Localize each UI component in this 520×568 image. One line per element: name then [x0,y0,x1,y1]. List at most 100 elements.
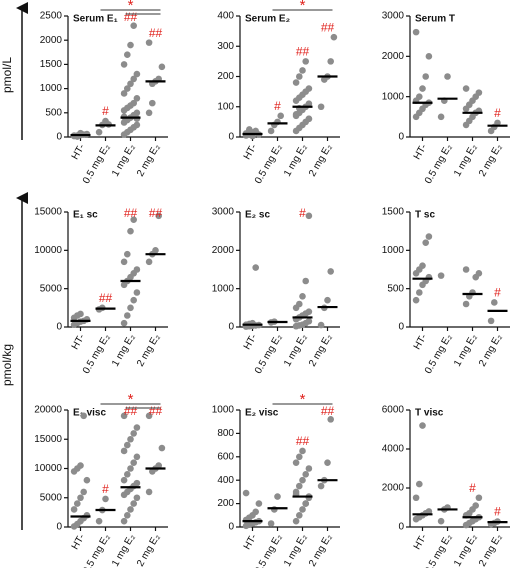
y-tick-label: 0 [228,132,234,143]
data-point [462,85,470,92]
data-point [324,296,331,304]
significance-mark: # [102,482,109,496]
data-point [124,441,131,449]
x-tick-label: HT- [70,142,88,161]
x-tick-label: 1 mg E₂ [110,332,137,368]
data-point [130,99,137,107]
data-point [145,39,153,46]
y-unit-label: pmol/kg [0,344,14,386]
y-tick-label: 3000 [382,11,405,22]
significance-mark: # [299,206,306,220]
data-point [252,508,259,516]
x-tick-label: 1 mg E₂ [282,532,309,568]
panel-title: Serum T [415,14,455,25]
data-point [416,480,423,488]
data-point [327,268,335,275]
bracket-label: * [300,0,306,14]
data-point [302,58,310,65]
data-point [130,430,137,437]
data-point [330,33,338,41]
data-point [472,502,480,509]
y-tick-label: 500 [387,283,404,294]
data-point [133,109,141,117]
data-point [77,310,84,318]
data-point [305,100,313,108]
data-point [120,476,128,484]
y-tick-label: 10000 [34,463,62,474]
data-point [305,308,313,315]
data-point [102,495,109,503]
data-point [145,109,153,117]
y-tick-label: 1000 [212,405,235,416]
data-point [419,262,426,269]
data-point [83,476,91,484]
y-tick-label: 1500 [40,59,63,70]
data-point [133,121,141,129]
data-point [475,270,483,277]
data-point [437,272,445,279]
bracket-label: * [128,0,134,14]
data-point [437,517,445,525]
x-tick-label: HT- [412,532,430,551]
data-point [120,517,128,525]
data-point [419,85,426,92]
data-point [317,482,325,490]
y-tick-label: 15000 [34,434,62,445]
y-tick-label: 15000 [34,207,62,218]
y-tick-label: 2000 [212,245,235,256]
data-point [491,299,498,306]
data-point [419,422,426,429]
data-point [416,289,423,296]
significance-mark: ## [149,206,163,220]
significance-mark: # [102,104,109,118]
x-tick-label: 1 mg E₂ [282,332,309,368]
data-point [416,93,423,100]
x-tick-label: 2 mg E₂ [135,532,162,568]
data-point [317,321,325,329]
data-point [487,317,495,325]
data-point [130,75,137,83]
data-point [149,99,156,107]
y-tick-label: 200 [217,71,234,82]
data-point [494,119,501,127]
y-tick-label: 0 [228,322,234,333]
data-point [77,494,84,502]
data-point [299,506,306,513]
data-point [412,494,420,502]
data-point [475,494,483,502]
data-point [412,296,420,304]
y-tick-label: 0 [56,322,62,333]
data-point [133,289,141,296]
data-point [296,73,303,80]
data-point [130,216,137,223]
y-tick-label: 0 [56,522,62,533]
data-point [422,239,430,246]
data-point [77,462,84,469]
data-point [292,459,300,466]
x-tick-label: 1 mg E₂ [452,332,479,368]
bracket-label: * [300,391,306,408]
significance-mark: # [494,106,501,120]
x-tick-label: 1 mg E₂ [282,142,309,178]
data-point [145,488,153,496]
data-point [70,506,78,513]
y-tick-label: 0 [398,522,404,533]
data-point [133,494,141,502]
data-point [127,465,134,472]
data-point [302,277,310,285]
data-point [127,304,134,312]
y-tick-label: 1000 [40,83,63,94]
x-tick-label: HT- [412,332,430,351]
x-tick-label: 2 mg E₂ [477,532,504,568]
data-point [296,300,303,308]
data-point [145,412,153,420]
y-tick-label: 100 [217,101,234,112]
data-point [124,85,131,92]
significance-mark: ## [296,434,310,448]
data-point [462,266,470,273]
data-point [74,500,81,507]
data-point [317,103,325,111]
data-point [127,80,134,88]
y-tick-label: 400 [217,475,234,486]
data-point [133,70,141,78]
